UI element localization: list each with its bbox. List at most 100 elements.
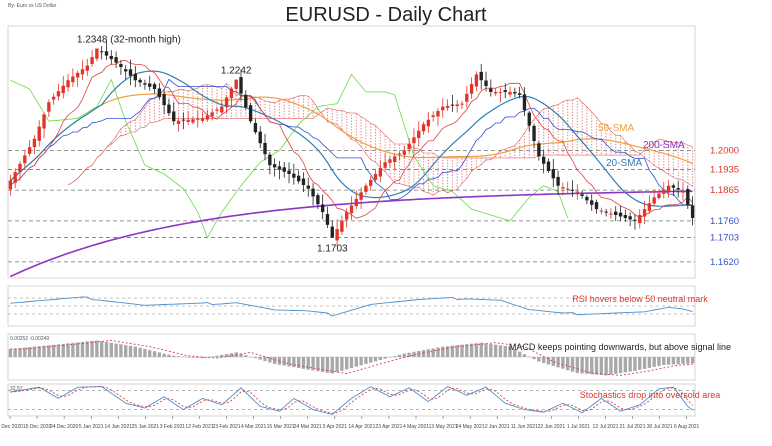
candle-body (676, 188, 680, 190)
candle-body (128, 69, 133, 76)
candle-body (51, 96, 56, 100)
candle-body (253, 123, 258, 133)
macd-bar (479, 342, 483, 357)
macd-bar (489, 344, 493, 357)
macd-bar (570, 357, 575, 372)
candle-body (431, 115, 435, 118)
candle-body (388, 159, 392, 163)
macd-bar (71, 342, 75, 357)
price-annotation: 1.1703 (317, 244, 348, 255)
candle-body (465, 93, 469, 102)
macd-bar (296, 357, 301, 369)
chikou-span-line (10, 73, 569, 239)
candle-body (220, 106, 224, 113)
candle-body (13, 172, 17, 183)
candle-body (532, 125, 536, 142)
macd-bar (532, 357, 536, 360)
x-axis-tick-label: 15 Dec 2020 (23, 424, 52, 430)
candle-body (215, 109, 219, 111)
x-axis-tick-label: 21 Jul 2021 (620, 424, 646, 430)
candle-body (383, 162, 387, 168)
x-axis-tick-label: 12 Feb 2021 (185, 424, 213, 430)
macd-bar (686, 357, 690, 364)
candle-body (657, 193, 661, 199)
sma20-line (10, 70, 693, 207)
macd-bar (364, 357, 368, 364)
macd-bar (244, 355, 248, 357)
price-level-label: 1.1620 (710, 257, 739, 268)
candle-body (460, 103, 464, 105)
candle-body (124, 69, 128, 72)
macd-bar (561, 357, 565, 369)
chart-source-label: By: Euro vs US Dollar (8, 3, 57, 9)
candle-body (37, 126, 41, 141)
candle-body (248, 105, 253, 122)
candle-body (633, 219, 637, 221)
candle-body (320, 204, 325, 213)
series-label: 200-SMA (643, 140, 685, 151)
macd-bar (474, 343, 479, 357)
rsi-line (10, 296, 693, 317)
candle-body (493, 91, 498, 94)
candlesticks (8, 41, 695, 247)
x-axis-tick-label: 3 Feb 2021 (160, 424, 186, 430)
candle-body (47, 102, 51, 112)
candle-body (234, 79, 238, 89)
macd-bar (575, 357, 579, 374)
x-axis-tick-label: 2 Jun 2021 (485, 424, 510, 430)
x-axis-tick-label: 22 Jun 2021 (538, 424, 566, 430)
macd-bar (152, 351, 157, 357)
macd-bar (436, 347, 440, 357)
candle-body (575, 191, 579, 193)
macd-bar (349, 357, 354, 369)
macd-bar (75, 342, 80, 357)
macd-bar (546, 357, 551, 365)
chart-title: EURUSD - Daily Chart (285, 4, 487, 26)
candle-body (551, 169, 555, 179)
macd-bar (253, 357, 258, 359)
candle-body (417, 130, 421, 139)
candle-body (412, 137, 416, 144)
macd-bar (642, 357, 647, 369)
candle-body (671, 185, 676, 188)
x-axis-tick-label: 6 Aug 2021 (674, 424, 700, 430)
macd-bar (248, 356, 253, 358)
macd-bar (263, 357, 267, 362)
macd-bar (681, 357, 685, 364)
x-axis-tick-label: 24 Mar 2021 (294, 424, 322, 430)
main-panel-frame (7, 25, 696, 279)
macd-bar (56, 344, 61, 357)
candle-body (263, 142, 267, 155)
candle-body (210, 112, 214, 117)
stoch-header: 32.57 (10, 386, 23, 392)
macd-bar (114, 343, 118, 357)
macd-bar (37, 346, 41, 357)
macd-bar (465, 344, 469, 357)
macd-bar (330, 357, 334, 374)
candle-body (541, 156, 546, 164)
candle-body (604, 211, 608, 213)
macd-bar (186, 357, 190, 358)
macd-bar (85, 341, 89, 357)
x-axis-tick-label: 1 Jul 2021 (567, 424, 590, 430)
macd-bar (527, 356, 531, 358)
candle-body (104, 51, 109, 56)
candle-body (474, 74, 479, 87)
macd-bar (51, 344, 56, 357)
macd-bar (306, 357, 310, 370)
candle-body (316, 195, 320, 205)
candle-body (556, 176, 560, 186)
candle-body (450, 104, 455, 106)
macd-bar (104, 341, 109, 357)
candle-body (436, 110, 440, 117)
x-axis-tick-label: 14 Apr 2021 (348, 424, 375, 430)
stoch-annotation: Stochastics drop into oversold area (580, 390, 721, 400)
macd-bar (287, 357, 291, 367)
candle-body (186, 119, 190, 122)
macd-bar (181, 356, 186, 358)
candle-body (239, 77, 243, 94)
macd-bar (393, 356, 397, 357)
macd-bar (421, 350, 426, 357)
macd-bar (676, 357, 680, 365)
candle-body (513, 92, 517, 94)
